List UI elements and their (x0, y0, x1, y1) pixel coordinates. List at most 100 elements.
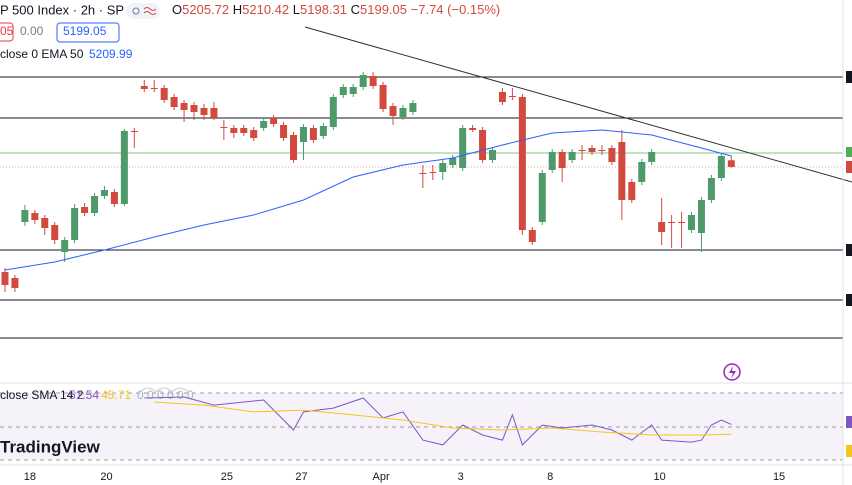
candle-body (110, 192, 118, 204)
candle-body (190, 105, 198, 112)
candle-body (588, 148, 596, 152)
x-tick-label: 20 (100, 471, 112, 483)
rsi-band (0, 393, 843, 460)
candle-body (290, 135, 298, 160)
series-line (4, 129, 732, 271)
candle-body (250, 130, 258, 138)
candle-body (697, 200, 705, 233)
axis-marker (846, 161, 852, 173)
candle-body (51, 225, 59, 240)
axis-marker (846, 294, 852, 306)
candle-body (11, 278, 19, 288)
candle-body (409, 103, 417, 112)
x-tick-label: Apr (373, 471, 390, 483)
ohlc-value: 5198.31 (300, 2, 347, 17)
x-tick-label: 8 (547, 471, 553, 483)
candle-body (160, 88, 168, 100)
candle-body (21, 210, 29, 222)
rsi-legend: close SMA 14 2 (0, 388, 84, 402)
x-tick-label: 18 (24, 471, 36, 483)
candle-body (1, 272, 9, 285)
x-tick-label: 3 (458, 471, 464, 483)
candle-body (200, 108, 208, 115)
candle-body (459, 128, 467, 168)
candle-body (41, 218, 49, 228)
candle-body (608, 148, 616, 162)
candle-body (578, 150, 586, 151)
rsi-value: 51.54 (69, 388, 99, 402)
ask[interactable]: 5199.05 (63, 24, 107, 38)
axis-marker (846, 244, 852, 256)
wave-icon[interactable] (143, 7, 157, 15)
candle-body (717, 156, 725, 178)
candle-body (71, 208, 79, 240)
candle-body (140, 86, 148, 89)
candle-body (240, 128, 248, 133)
candle-body (220, 127, 228, 128)
candle-body (309, 128, 317, 140)
candle-body (399, 108, 407, 117)
trend-line (304, 26, 852, 183)
candle-body (329, 97, 337, 127)
bid[interactable]: 05 (0, 24, 14, 38)
series-line (144, 396, 732, 446)
eye-icon[interactable] (132, 7, 140, 15)
candle-body (230, 128, 238, 133)
axis-marker (846, 416, 852, 428)
candle-body (449, 158, 457, 165)
alert-icon[interactable] (723, 363, 741, 381)
ohlc-value: 5199.05 (360, 2, 407, 17)
candle-body (270, 118, 278, 124)
axis-marker (846, 71, 852, 83)
extra-values: 0 0 0 0 0 0 (137, 388, 194, 402)
candle-body (518, 97, 526, 230)
candle-body (648, 152, 656, 162)
ohlc-value: 5210.42 (242, 2, 289, 17)
symbol-title: P 500 Index · 2h · SP (0, 2, 124, 17)
candle-body (91, 196, 99, 213)
candle-body (568, 152, 576, 160)
change: −7.74 (−0.15%) (411, 2, 501, 17)
candle-body (349, 87, 357, 94)
decor (139, 387, 189, 393)
candle-body (558, 152, 566, 168)
candle-body (61, 240, 69, 252)
candle-body (299, 127, 307, 142)
candle-body (389, 106, 397, 116)
candle-body (638, 162, 646, 182)
buy-box[interactable] (56, 22, 120, 43)
ohlc-label: C (351, 2, 360, 17)
candle-body (678, 222, 686, 223)
candle-body (260, 121, 268, 128)
candle-body (81, 207, 89, 213)
logo[interactable]: TradingView (0, 437, 101, 456)
alert-icon-bolt (729, 366, 736, 379)
ohlc: O5205.72 H5210.42 L5198.31 C5199.05 −7.7… (172, 2, 500, 17)
sell-box[interactable] (0, 22, 14, 42)
ema-value: 5209.99 (89, 47, 133, 61)
ohlc-label: O (172, 2, 182, 17)
candle-body (479, 130, 487, 160)
candle-body (498, 92, 506, 102)
candle-body (628, 182, 636, 200)
candle-body (180, 103, 188, 110)
series-line (154, 401, 732, 436)
axis-marker (846, 445, 852, 457)
candle-body (150, 88, 158, 89)
indicator-pill[interactable] (126, 3, 160, 19)
candle-body (439, 163, 447, 172)
candle-body (280, 125, 288, 138)
ohlc-label: H (233, 2, 242, 17)
x-tick-label: 27 (295, 471, 307, 483)
candle-body (319, 126, 327, 136)
candle-body (170, 97, 178, 107)
spread: 0.00 (20, 24, 44, 38)
candle-body (598, 150, 606, 151)
candle-body (210, 108, 218, 118)
candle-body (707, 178, 715, 200)
candle-body (528, 230, 536, 242)
candle-body (130, 131, 138, 132)
candle-body (31, 213, 39, 220)
candle-body (548, 152, 556, 170)
